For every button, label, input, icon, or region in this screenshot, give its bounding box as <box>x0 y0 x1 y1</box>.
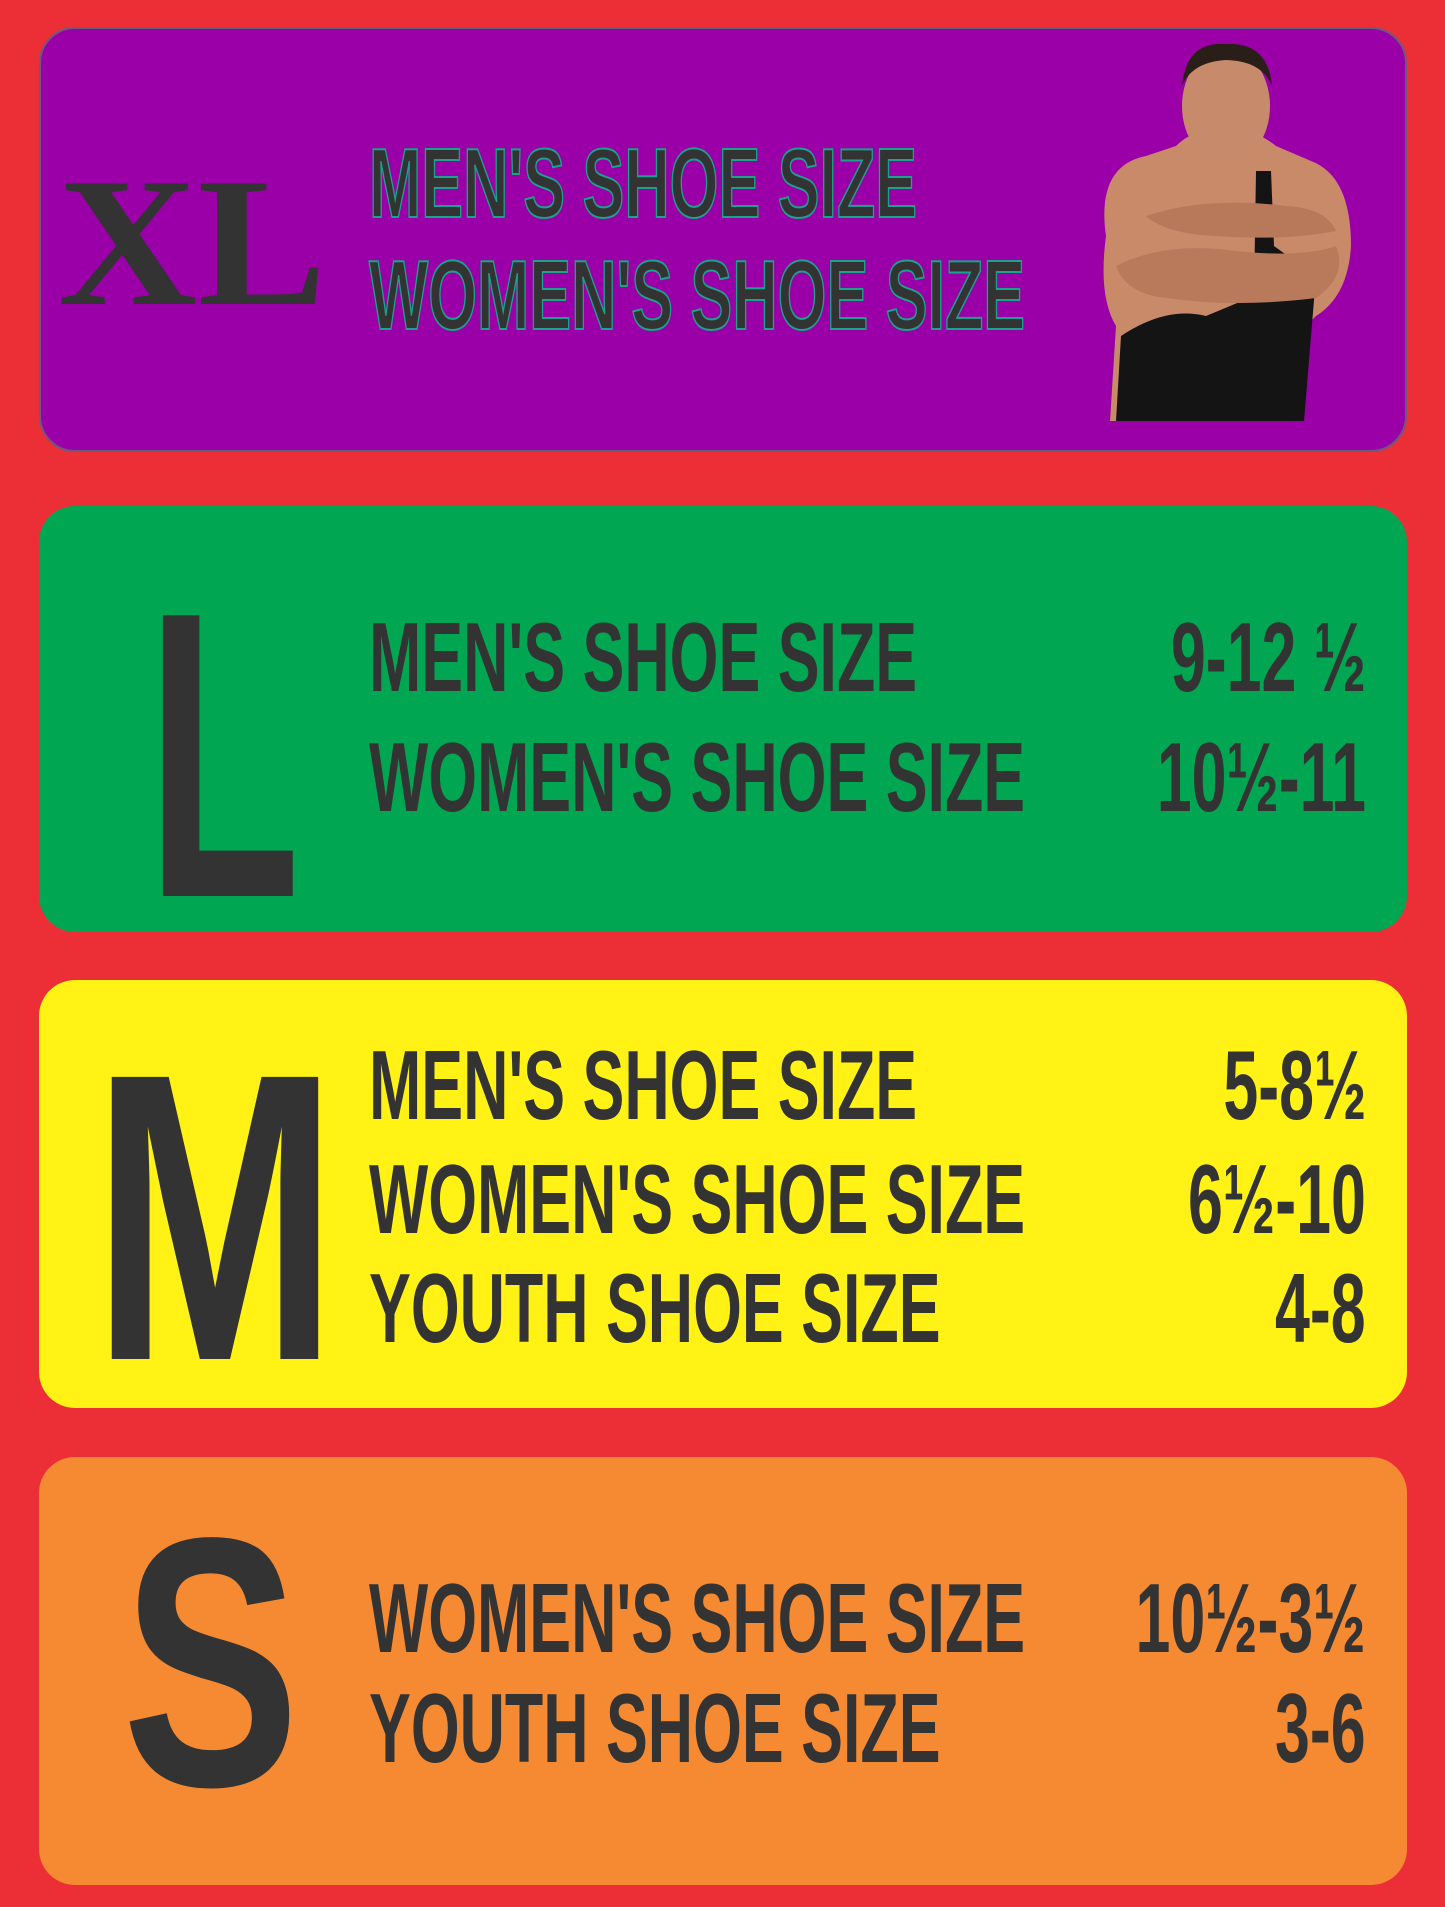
size-letter-xl: XL <box>58 140 327 344</box>
size-label: YOUTH SHOE SIZE <box>369 1253 941 1363</box>
size-value: 9-12 ½ <box>1170 602 1366 712</box>
size-letter-m: M <box>92 988 338 1446</box>
size-label: WOMEN'S SHOE SIZE <box>369 722 1026 832</box>
size-label: YOUTH SHOE SIZE <box>369 1673 941 1783</box>
size-letter-s: S <box>122 1465 300 1861</box>
size-letter-l: L <box>146 528 301 983</box>
size-label: WOMEN'S SHOE SIZE <box>369 1563 1026 1673</box>
size-value: 10½-11 <box>1156 722 1366 832</box>
size-value: 4-8 <box>1275 1253 1366 1363</box>
size-panel-m <box>39 980 1407 1408</box>
size-label: MEN'S SHOE SIZE <box>369 602 918 712</box>
wrestler-photo <box>1103 43 1351 421</box>
size-label: WOMEN'S SHOE SIZE <box>368 240 1026 350</box>
size-panel-l <box>39 506 1407 932</box>
size-value: 10½-3½ <box>1135 1563 1366 1673</box>
size-label: MEN'S SHOE SIZE <box>369 1030 918 1140</box>
size-value: 3-6 <box>1275 1673 1366 1783</box>
size-value: 5-8½ <box>1223 1030 1366 1140</box>
size-value: 6½-10 <box>1188 1144 1366 1254</box>
size-label: MEN'S SHOE SIZE <box>368 128 918 238</box>
size-label: WOMEN'S SHOE SIZE <box>369 1144 1026 1254</box>
size-panel-s <box>39 1457 1407 1885</box>
